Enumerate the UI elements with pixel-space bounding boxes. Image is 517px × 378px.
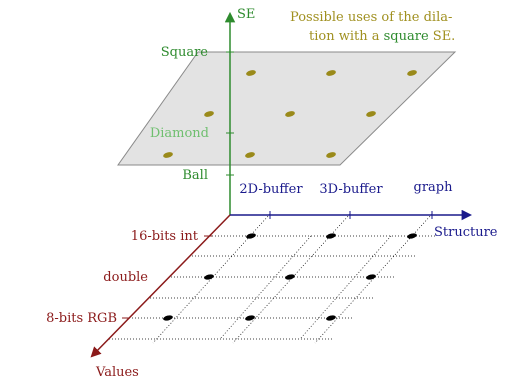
se-dot xyxy=(245,152,255,158)
se-tick-square: Square xyxy=(161,45,209,60)
se-dot xyxy=(366,111,376,117)
se-dot xyxy=(326,152,336,158)
floor-dots xyxy=(163,233,417,321)
se-tick-diamond: Diamond xyxy=(150,126,209,141)
grid-dot xyxy=(326,315,336,321)
values-axis-ticks xyxy=(122,235,212,319)
caption-line2-post: SE. xyxy=(429,29,456,44)
se-dot xyxy=(246,70,256,76)
caption-line2-em: square xyxy=(384,29,429,44)
grid-dot xyxy=(246,233,256,239)
structure-axis-label: Structure xyxy=(434,225,498,240)
se-dot xyxy=(326,70,336,76)
structure-tick-3d-buffer: 3D-buffer xyxy=(319,182,383,197)
structure-tick-graph: graph xyxy=(414,180,454,195)
se-plane xyxy=(117,51,457,166)
caption-line2: tion with a square SE. xyxy=(309,29,455,44)
values-axis xyxy=(90,214,231,358)
se-tick-ball: Ball xyxy=(182,168,208,183)
values-axis-label: Values xyxy=(95,365,139,378)
caption-line2-pre: tion with a xyxy=(309,29,384,44)
values-tick-16bits-int: 16-bits int xyxy=(131,229,199,244)
se-axis-label: SE xyxy=(237,7,255,22)
se-dot xyxy=(204,111,214,117)
se-dot xyxy=(407,70,417,76)
grid-dot xyxy=(204,274,214,280)
grid-dot xyxy=(163,315,173,321)
grid-dot xyxy=(245,315,255,321)
grid-dot xyxy=(407,233,417,239)
se-dot xyxy=(285,111,295,117)
se-plane-dots xyxy=(163,70,417,158)
grid-dot xyxy=(285,274,295,280)
se-axis-ticks xyxy=(226,51,234,176)
grid-dot xyxy=(326,233,336,239)
values-tick-double: double xyxy=(103,270,148,285)
se-dot xyxy=(163,152,173,158)
grid-dot xyxy=(366,274,376,280)
structure-axis-ticks xyxy=(269,211,433,219)
caption-line1: Possible uses of the dila- xyxy=(290,10,452,25)
structure-tick-2d-buffer: 2D-buffer xyxy=(239,182,303,197)
values-tick-8bits-rgb: 8-bits RGB xyxy=(46,311,117,326)
